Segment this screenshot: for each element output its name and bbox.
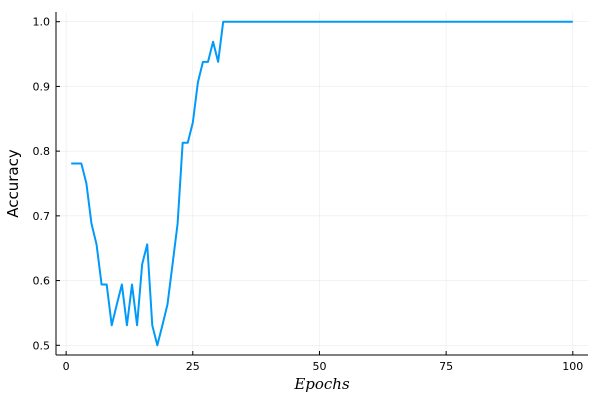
y-tick-label: 0.6 (33, 275, 51, 288)
axes (55, 12, 588, 356)
y-tick-label: 0.7 (33, 210, 51, 223)
x-axis-title: Epochs (293, 375, 350, 393)
x-tick-label: 100 (562, 360, 583, 373)
y-tick-label: 0.5 (33, 339, 51, 352)
x-tick-label: 25 (186, 360, 200, 373)
series-layer (71, 20, 573, 347)
y-axis-title: Accuracy (4, 149, 22, 218)
ticks: 0 25 50 75 100 0.5 0.6 0.7 0.8 0.9 1.0 (33, 16, 584, 373)
y-tick-label: 0.9 (33, 80, 51, 93)
x-tick-label: 75 (439, 360, 453, 373)
y-tick-label: 1.0 (33, 16, 51, 29)
x-tick-label: 50 (312, 360, 326, 373)
x-tick-label: 0 (63, 360, 70, 373)
series-line-0 (71, 20, 573, 347)
y-tick-label: 0.8 (33, 145, 51, 158)
grid-lines (56, 12, 588, 355)
